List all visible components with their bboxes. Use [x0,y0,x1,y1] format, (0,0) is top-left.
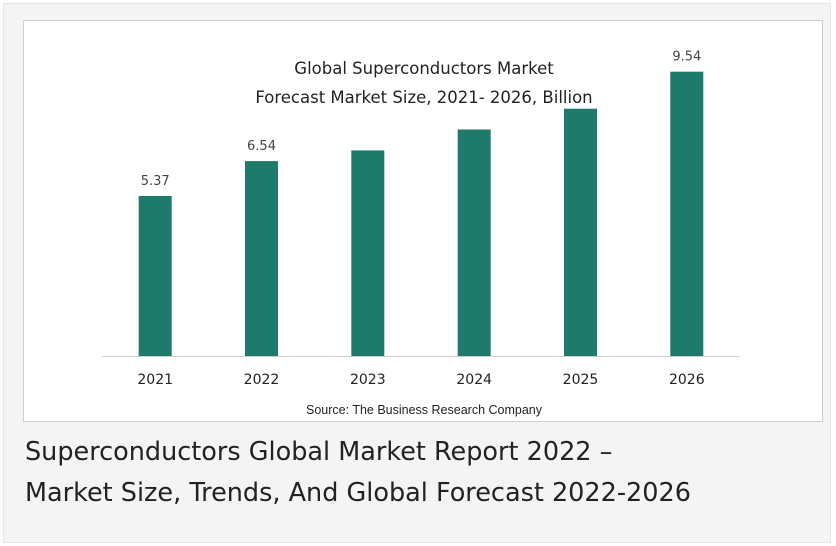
x-tick-label-2022: 2022 [244,372,280,388]
bar-chart: Global Superconductors Market Forecast M… [102,50,740,417]
x-tick-label-2024: 2024 [456,372,492,388]
bar-2026 [670,71,704,356]
bar-2023 [351,150,385,356]
article-card: Global Superconductors Market Forecast M… [3,3,831,543]
bars-group [138,71,704,356]
labels-group: 2021 5.37 2022 6.54 2023 2024 2025 2026 9.54 [137,50,704,388]
data-label-2026: 9.54 [672,50,701,65]
bar-2024 [457,129,491,356]
bar-2021 [138,196,172,356]
data-label-2021: 5.37 [141,174,170,189]
data-label-2022: 6.54 [247,139,276,154]
article-title-line-1: Superconductors Global Market Report 202… [25,437,613,467]
x-tick-label-2026: 2026 [669,372,705,388]
chart-image: Global Superconductors Market Forecast M… [23,20,823,422]
bar-2025 [564,108,597,356]
article-title[interactable]: Superconductors Global Market Report 202… [25,432,825,514]
article-title-line-2: Market Size, Trends, And Global Forecast… [25,478,691,508]
chart-title-line-2: Forecast Market Size, 2021- 2026, Billio… [255,88,592,107]
source-note: Source: The Business Research Company [306,403,543,417]
chart-title-line-1: Global Superconductors Market [294,59,554,78]
x-tick-label-2021: 2021 [137,372,173,388]
x-tick-label-2025: 2025 [563,372,599,388]
x-tick-label-2023: 2023 [350,372,386,388]
bar-2022 [245,161,278,356]
